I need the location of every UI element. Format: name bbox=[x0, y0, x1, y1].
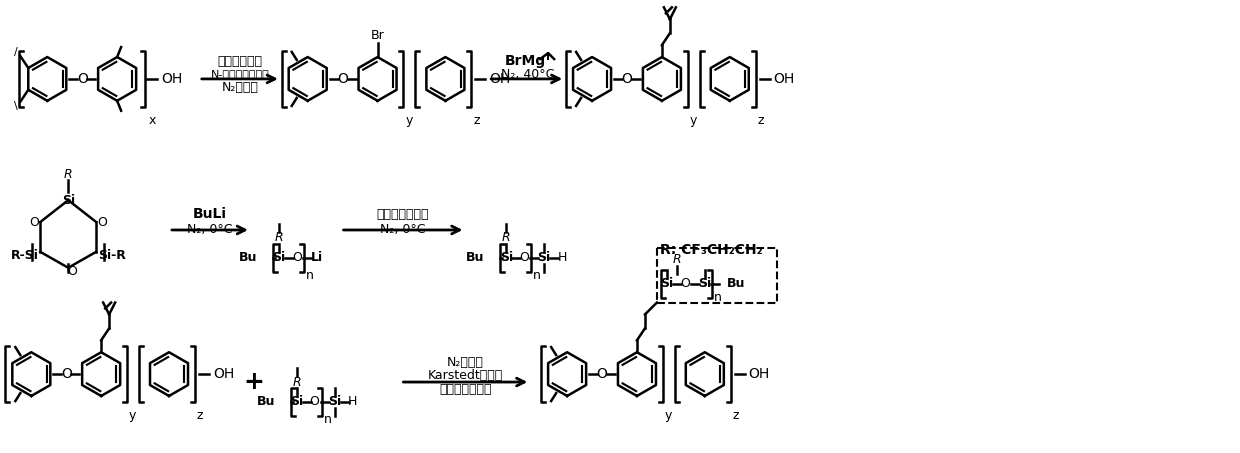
Text: y: y bbox=[405, 114, 413, 127]
Text: R: CF₃CH₂CH₂: R: CF₃CH₂CH₂ bbox=[660, 243, 763, 257]
Text: H: H bbox=[558, 251, 567, 264]
Text: y: y bbox=[129, 409, 136, 422]
Text: OH: OH bbox=[749, 367, 770, 381]
Text: Si-R: Si-R bbox=[98, 249, 126, 262]
Text: z: z bbox=[474, 114, 480, 127]
Text: Si: Si bbox=[329, 395, 341, 409]
Text: 甲苯，四氢呋喃: 甲苯，四氢呋喃 bbox=[439, 384, 491, 396]
Text: H: H bbox=[348, 395, 357, 409]
Text: O: O bbox=[337, 72, 348, 86]
Text: Si: Si bbox=[698, 277, 712, 290]
Text: Si: Si bbox=[62, 194, 74, 207]
Text: \: \ bbox=[15, 101, 19, 111]
Text: /: / bbox=[15, 47, 19, 57]
Text: Si: Si bbox=[500, 251, 513, 264]
Text: O: O bbox=[30, 216, 40, 228]
Text: Bu: Bu bbox=[727, 277, 745, 290]
Text: BrMg: BrMg bbox=[505, 54, 546, 68]
Text: x: x bbox=[149, 114, 156, 127]
Text: Karstedt催化剂: Karstedt催化剂 bbox=[428, 369, 503, 381]
Text: z: z bbox=[197, 409, 203, 422]
Text: BuLi: BuLi bbox=[193, 207, 227, 221]
Text: OH: OH bbox=[161, 72, 182, 86]
Text: n: n bbox=[714, 291, 722, 304]
Text: 二甲基一氯硅烷: 二甲基一氯硅烷 bbox=[376, 207, 429, 221]
Text: 过氧化苯甲酰: 过氧化苯甲酰 bbox=[217, 54, 263, 67]
Text: OH: OH bbox=[774, 72, 795, 86]
Text: n: n bbox=[533, 269, 541, 282]
Text: Li: Li bbox=[310, 251, 322, 264]
Text: n: n bbox=[324, 413, 331, 426]
Text: Si: Si bbox=[538, 251, 551, 264]
Text: O: O bbox=[680, 277, 689, 290]
Text: R: R bbox=[64, 168, 73, 181]
Text: O: O bbox=[310, 395, 320, 409]
Text: R: R bbox=[672, 253, 681, 266]
Text: N₂, 40°C: N₂, 40°C bbox=[501, 68, 554, 82]
Text: y: y bbox=[665, 409, 672, 422]
Text: N₂，回流: N₂，回流 bbox=[446, 356, 484, 369]
Text: OH: OH bbox=[490, 72, 511, 86]
Bar bbox=[657, 248, 776, 303]
Text: Si: Si bbox=[661, 277, 673, 290]
Text: O: O bbox=[596, 367, 608, 381]
Text: OH: OH bbox=[213, 367, 234, 381]
Text: O: O bbox=[61, 367, 72, 381]
Text: O: O bbox=[291, 251, 301, 264]
Text: Br: Br bbox=[371, 29, 384, 42]
Text: n: n bbox=[306, 269, 314, 282]
Text: Bu: Bu bbox=[466, 251, 485, 264]
Text: R: R bbox=[502, 231, 511, 245]
Text: z: z bbox=[733, 409, 739, 422]
Text: z: z bbox=[758, 114, 764, 127]
Text: O: O bbox=[520, 251, 529, 264]
Text: R: R bbox=[274, 231, 283, 245]
Text: O: O bbox=[97, 216, 107, 228]
Text: R: R bbox=[293, 376, 301, 389]
Text: Bu: Bu bbox=[257, 395, 275, 409]
Text: Si: Si bbox=[273, 251, 285, 264]
Text: N₂，回流: N₂，回流 bbox=[222, 82, 258, 94]
Text: Si: Si bbox=[290, 395, 304, 409]
Text: +: + bbox=[243, 370, 264, 394]
Text: N₂, 0°C: N₂, 0°C bbox=[187, 223, 233, 236]
Text: R-Si: R-Si bbox=[10, 249, 38, 262]
Text: O: O bbox=[77, 72, 88, 86]
Text: N₂, 0°C: N₂, 0°C bbox=[379, 223, 425, 236]
Text: N-溴代丁二酰亚胺: N-溴代丁二酰亚胺 bbox=[211, 69, 269, 79]
Text: Bu: Bu bbox=[238, 251, 257, 264]
Text: O: O bbox=[621, 72, 632, 86]
Text: y: y bbox=[689, 114, 697, 127]
Text: O: O bbox=[67, 265, 77, 278]
